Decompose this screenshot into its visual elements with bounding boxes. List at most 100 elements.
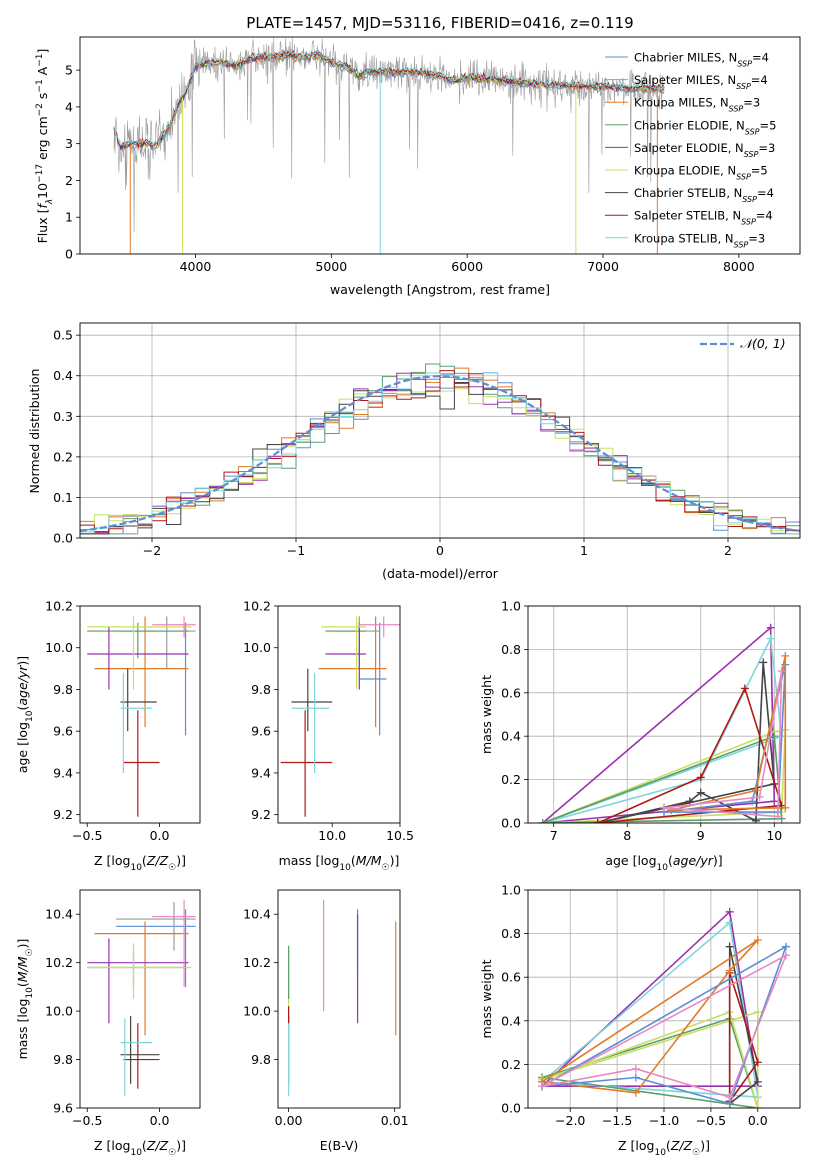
legend-label: Kroupa MILES, NSSP=3 (634, 96, 760, 114)
residuals-xtick-label: 2 (724, 543, 732, 558)
weight-marker (781, 651, 790, 660)
legend-label: Kroupa ELODIE, NSSP=5 (634, 164, 768, 182)
weight-marker (631, 1073, 640, 1082)
weight-marker (766, 634, 775, 643)
weight-age-xtick-label: 9 (697, 828, 705, 843)
z-mass-axes: −0.5 0.0 9.6 9.8 10.0 10.2 10.4 (45, 889, 201, 1128)
errorbar-extra (152, 899, 196, 987)
weight-z-xlabel: Z [log10(Z/Z☉)] (618, 1138, 710, 1158)
weight-marker (781, 942, 790, 951)
histogram-kroupa-stelib (80, 372, 800, 538)
mass-age-xtick-label: 10.5 (386, 828, 414, 843)
mass-age-frame (277, 605, 401, 824)
ebv-mass-ytick-label: 10.4 (243, 907, 271, 922)
z-age-ytick-label: 10.2 (45, 599, 73, 614)
z-age-ytick-label: 9.6 (53, 724, 73, 739)
residuals-axes: −2 −1 0 1 2 0.0 0.1 0.2 0.3 0.4 0.5 (53, 322, 801, 558)
spectrum-xtick-label: 7000 (587, 259, 619, 274)
weight-z-axes: −2.0 −1.5 −1.0 −0.5 0.0 0.0 0.2 0.4 0.6 0.8 1.0 (501, 883, 801, 1128)
weight-z-frame (527, 889, 801, 1109)
spectrum-xtick-label: 5000 (315, 259, 347, 274)
ebv-mass-ytick-label: 9.8 (251, 1052, 271, 1067)
z-mass-ytick-label: 10.0 (45, 1004, 73, 1019)
z-mass-ylabel: mass [log10(M/M☉)] (15, 939, 35, 1060)
spectrum-ytick-label: 1 (65, 210, 73, 225)
weight-age-ytick-label: 0.0 (501, 816, 521, 831)
spectrum-ytick-label: 3 (65, 136, 73, 151)
z-age-xtick-label: −0.5 (72, 828, 102, 843)
weight-marker (660, 803, 668, 812)
z-age-xtick-label: 0.0 (150, 828, 170, 843)
weight-marker (538, 1082, 547, 1091)
weight-marker (770, 732, 779, 741)
residuals-xtick-label: 1 (580, 543, 588, 558)
z-age-ytick-label: 9.8 (53, 682, 73, 697)
ebv-mass-axes: 0.00 0.01 9.8 10.0 10.2 10.4 (243, 889, 409, 1128)
errorbar-salpeter-stelib (123, 710, 160, 817)
weight-z-ytick-label: 0.0 (501, 1101, 521, 1116)
errorbar-kroupa-miles (318, 616, 387, 728)
ebv-mass-frame (277, 889, 401, 1109)
z-age-ylabel: age [log10(age/yr)] (15, 656, 35, 773)
errorbar-chabrier-miles (359, 622, 387, 736)
errorbar-salpeter-miles (116, 902, 196, 951)
mass-age-ytick-label: 9.8 (251, 682, 271, 697)
errorbar-kroupa-stelib (120, 1018, 153, 1096)
errorbar-salpeter-elodie (325, 626, 367, 690)
weight-marker (781, 803, 790, 812)
weight-marker (740, 684, 749, 693)
z-mass-ytick-label: 9.8 (53, 1052, 73, 1067)
legend-label: Salpeter ELODIE, NSSP=3 (634, 141, 775, 159)
z-age-ytick-label: 9.2 (53, 807, 73, 822)
legend-label: Chabrier MILES, NSSP=4 (634, 51, 769, 69)
z-age-ytick-label: 10.0 (45, 640, 73, 655)
spectrum-ylabel: Flux [fλ10−17 erg cm−2 s−1 A−1] (35, 49, 55, 244)
weight-marker (631, 1064, 640, 1073)
weight-z-xtick-label: −1.5 (602, 1113, 632, 1128)
z-age-xlabel: Z [log10(Z/Z☉)] (94, 853, 186, 873)
residuals-xtick-label: −1 (287, 543, 305, 558)
errorbar-kroupa-elodie (87, 943, 192, 999)
weight-age-xlabel: age [log10(age/yr)] (605, 853, 722, 873)
errorbar-kroupa-elodie (321, 616, 367, 690)
mass-age-axes: 10.0 10.5 9.2 9.4 9.6 9.8 10.0 10.2 (243, 599, 414, 844)
weight-marker (593, 819, 602, 823)
spectrum-model-line (113, 49, 665, 148)
legend-label: Chabrier STELIB, NSSP=4 (634, 186, 774, 204)
weight-age-ytick-label: 0.6 (501, 685, 521, 700)
ebv-mass-xlabel: E(B-V) (320, 1138, 359, 1153)
spectrum-xtick-label: 6000 (451, 259, 483, 274)
weight-z-xtick-label: −1.0 (649, 1113, 679, 1128)
errorbar-salpeter-elodie (87, 938, 189, 1024)
errorbar-extra (359, 616, 400, 638)
spectrum-model-line (113, 53, 665, 152)
residuals-ytick-label: 0.5 (53, 328, 73, 343)
weight-age-frame (527, 605, 801, 824)
residuals-ytick-label: 0.4 (53, 368, 73, 383)
residuals-frame (79, 322, 801, 539)
weight-age-ytick-label: 0.4 (501, 729, 521, 744)
residuals-ytick-label: 0.0 (53, 531, 73, 546)
weight-marker (631, 1088, 640, 1097)
weight-marker (725, 942, 734, 951)
normal-curve (80, 375, 800, 532)
residuals-xtick-label: 0 (436, 543, 444, 558)
spectrum-xtick-label: 8000 (723, 259, 755, 274)
weight-marker (781, 951, 790, 960)
weight-z-ytick-label: 0.2 (501, 1057, 521, 1072)
errorbar-salpeter-elodie (87, 626, 189, 690)
errorbar-chabrier-elodie (87, 622, 189, 659)
weight-marker (759, 658, 768, 667)
weight-marker (696, 773, 705, 782)
mass-age-ytick-label: 9.4 (251, 765, 271, 780)
weight-marker (725, 1093, 734, 1102)
errorbar-chabrier-elodie (325, 622, 367, 659)
legend-label: Salpeter STELIB, NSSP=4 (634, 209, 773, 227)
residuals-xtick-label: −2 (143, 543, 161, 558)
z-mass-ytick-label: 9.6 (53, 1101, 73, 1116)
z-age-ytick-label: 9.4 (53, 765, 73, 780)
weight-age-xtick-label: 8 (623, 828, 631, 843)
errorbar-kroupa-stelib (120, 672, 153, 773)
spectrum-xlabel: wavelength [Angstrom, rest frame] (330, 282, 550, 297)
